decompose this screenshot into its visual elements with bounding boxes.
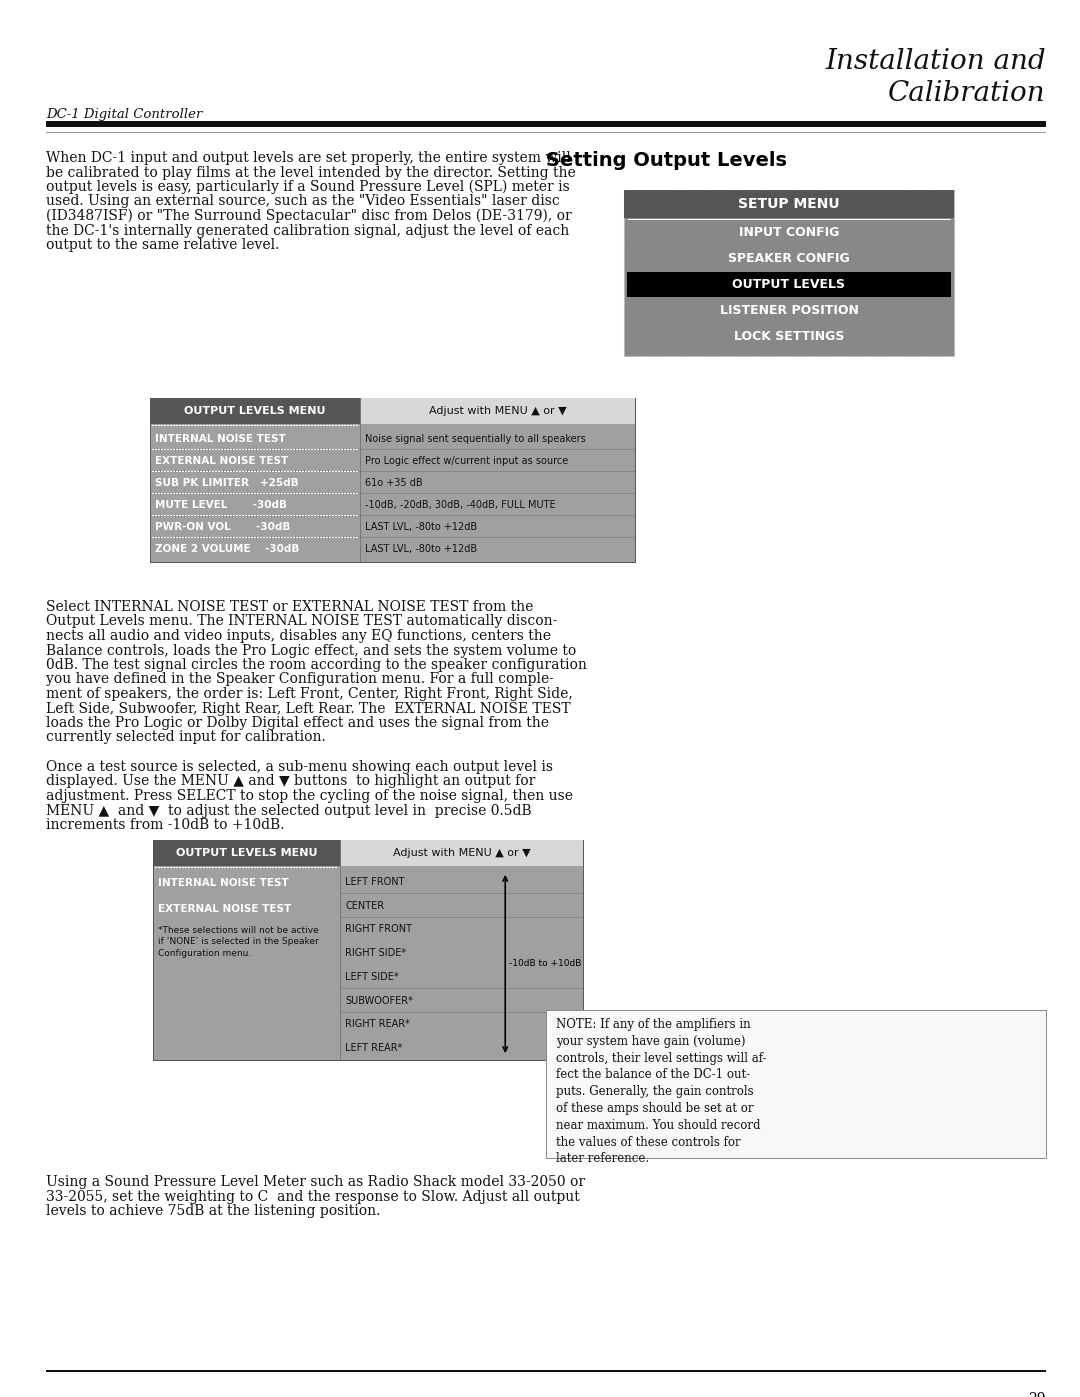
Text: INPUT CONFIG: INPUT CONFIG (739, 226, 839, 239)
Text: OUTPUT LEVELS: OUTPUT LEVELS (732, 278, 846, 291)
Text: Select INTERNAL NOISE TEST or EXTERNAL NOISE TEST from the: Select INTERNAL NOISE TEST or EXTERNAL N… (46, 599, 534, 615)
Text: increments from -10dB to +10dB.: increments from -10dB to +10dB. (46, 819, 284, 833)
Bar (150, 398, 360, 425)
Text: SUBWOOFER*: SUBWOOFER* (345, 996, 413, 1006)
Text: -10dB, -20dB, 30dB, -40dB, FULL MUTE: -10dB, -20dB, 30dB, -40dB, FULL MUTE (365, 500, 555, 510)
Text: OUTPUT LEVELS MENU: OUTPUT LEVELS MENU (185, 407, 326, 416)
Text: CENTER: CENTER (345, 901, 384, 911)
Bar (624, 190, 954, 356)
Text: 0dB. The test signal circles the room according to the speaker configuration: 0dB. The test signal circles the room ac… (46, 658, 586, 672)
Text: LAST LVL, -80to +12dB: LAST LVL, -80to +12dB (365, 522, 477, 532)
Text: PWR-ON VOL       -30dB: PWR-ON VOL -30dB (156, 522, 291, 532)
Text: displayed. Use the MENU ▲ and ▼ buttons  to highlight an output for: displayed. Use the MENU ▲ and ▼ buttons … (46, 774, 536, 788)
Text: RIGHT SIDE*: RIGHT SIDE* (345, 949, 406, 958)
Text: LOCK SETTINGS: LOCK SETTINGS (733, 330, 845, 344)
Text: Noise signal sent sequentially to all speakers: Noise signal sent sequentially to all sp… (365, 434, 585, 444)
Text: Pro Logic effect w/current input as source: Pro Logic effect w/current input as sour… (365, 455, 568, 467)
Bar (360, 398, 635, 425)
Text: loads the Pro Logic or Dolby Digital effect and uses the signal from the: loads the Pro Logic or Dolby Digital eff… (46, 717, 549, 731)
Text: Adjust with MENU ▲ or ▼: Adjust with MENU ▲ or ▼ (429, 407, 566, 416)
Bar (46, 1369, 1047, 1372)
Text: MUTE LEVEL       -30dB: MUTE LEVEL -30dB (156, 500, 287, 510)
Bar (153, 840, 583, 1060)
Text: SUB PK LIMITER   +25dB: SUB PK LIMITER +25dB (156, 478, 299, 488)
Text: be calibrated to play films at the level intended by the director. Setting the: be calibrated to play films at the level… (46, 165, 576, 179)
Bar (46, 122, 1047, 127)
Text: MENU ▲  and ▼  to adjust the selected output level in  precise 0.5dB: MENU ▲ and ▼ to adjust the selected outp… (46, 803, 531, 817)
Text: 33-2055, set the weighting to C  and the response to Slow. Adjust all output: 33-2055, set the weighting to C and the … (46, 1189, 580, 1203)
Text: ZONE 2 VOLUME    -30dB: ZONE 2 VOLUME -30dB (156, 543, 299, 555)
Text: used. Using an external source, such as the "Video Essentials" laser disc: used. Using an external source, such as … (46, 194, 559, 208)
Text: 29: 29 (1028, 1391, 1047, 1397)
Text: INTERNAL NOISE TEST: INTERNAL NOISE TEST (158, 877, 288, 888)
Text: -10dB to +10dB: -10dB to +10dB (510, 960, 582, 968)
Bar (150, 398, 635, 562)
Text: SPEAKER CONFIG: SPEAKER CONFIG (728, 251, 850, 265)
Text: adjustment. Press SELECT to stop the cycling of the noise signal, then use: adjustment. Press SELECT to stop the cyc… (46, 789, 573, 803)
Text: LISTENER POSITION: LISTENER POSITION (719, 305, 859, 317)
Text: currently selected input for calibration.: currently selected input for calibration… (46, 731, 326, 745)
Bar (627, 272, 951, 298)
Text: Using a Sound Pressure Level Meter such as Radio Shack model 33-2050 or: Using a Sound Pressure Level Meter such … (46, 1175, 585, 1189)
Text: SETUP MENU: SETUP MENU (739, 197, 840, 211)
Bar (46, 131, 1047, 133)
Text: Adjust with MENU ▲ or ▼: Adjust with MENU ▲ or ▼ (393, 848, 530, 858)
Text: Installation and: Installation and (825, 47, 1047, 75)
Text: NOTE: If any of the amplifiers in
your system have gain (volume)
controls, their: NOTE: If any of the amplifiers in your s… (556, 1018, 767, 1165)
Text: LEFT SIDE*: LEFT SIDE* (345, 972, 399, 982)
Text: INTERNAL NOISE TEST: INTERNAL NOISE TEST (156, 434, 286, 444)
Bar (340, 840, 583, 866)
Text: *These selections will not be active
if ‘NONE’ is selected in the Speaker
Config: *These selections will not be active if … (158, 926, 319, 958)
Text: Output Levels menu. The INTERNAL NOISE TEST automatically discon-: Output Levels menu. The INTERNAL NOISE T… (46, 615, 557, 629)
Text: the DC-1's internally generated calibration signal, adjust the level of each: the DC-1's internally generated calibrat… (46, 224, 569, 237)
Text: RIGHT FRONT: RIGHT FRONT (345, 925, 411, 935)
Text: levels to achieve 75dB at the listening position.: levels to achieve 75dB at the listening … (46, 1204, 380, 1218)
Bar (153, 840, 340, 866)
Text: RIGHT REAR*: RIGHT REAR* (345, 1020, 410, 1030)
Text: 61o +35 dB: 61o +35 dB (365, 478, 422, 488)
Text: DC-1 Digital Controller: DC-1 Digital Controller (46, 108, 202, 122)
Text: LEFT REAR*: LEFT REAR* (345, 1044, 403, 1053)
Text: LEFT FRONT: LEFT FRONT (345, 877, 405, 887)
Text: OUTPUT LEVELS MENU: OUTPUT LEVELS MENU (176, 848, 318, 858)
Text: LAST LVL, -80to +12dB: LAST LVL, -80to +12dB (365, 543, 477, 555)
Text: EXTERNAL NOISE TEST: EXTERNAL NOISE TEST (156, 455, 288, 467)
Bar (546, 1010, 1047, 1158)
Text: you have defined in the Speaker Configuration menu. For a full comple-: you have defined in the Speaker Configur… (46, 672, 554, 686)
Text: Calibration: Calibration (889, 80, 1047, 108)
Text: When DC-1 input and output levels are set properly, the entire system will: When DC-1 input and output levels are se… (46, 151, 570, 165)
Text: output levels is easy, particularly if a Sound Pressure Level (SPL) meter is: output levels is easy, particularly if a… (46, 180, 570, 194)
Text: ment of speakers, the order is: Left Front, Center, Right Front, Right Side,: ment of speakers, the order is: Left Fro… (46, 687, 572, 701)
Text: Once a test source is selected, a sub-menu showing each output level is: Once a test source is selected, a sub-me… (46, 760, 553, 774)
Text: nects all audio and video inputs, disables any EQ functions, centers the: nects all audio and video inputs, disabl… (46, 629, 551, 643)
Text: output to the same relative level.: output to the same relative level. (46, 237, 280, 251)
Text: (ID3487ISF) or "The Surround Spectacular" disc from Delos (DE-3179), or: (ID3487ISF) or "The Surround Spectacular… (46, 210, 571, 224)
Text: Left Side, Subwoofer, Right Rear, Left Rear. The  EXTERNAL NOISE TEST: Left Side, Subwoofer, Right Rear, Left R… (46, 701, 570, 715)
Text: EXTERNAL NOISE TEST: EXTERNAL NOISE TEST (158, 904, 292, 914)
Text: Setting Output Levels: Setting Output Levels (546, 151, 787, 170)
Bar (624, 190, 954, 218)
Text: Balance controls, loads the Pro Logic effect, and sets the system volume to: Balance controls, loads the Pro Logic ef… (46, 644, 577, 658)
